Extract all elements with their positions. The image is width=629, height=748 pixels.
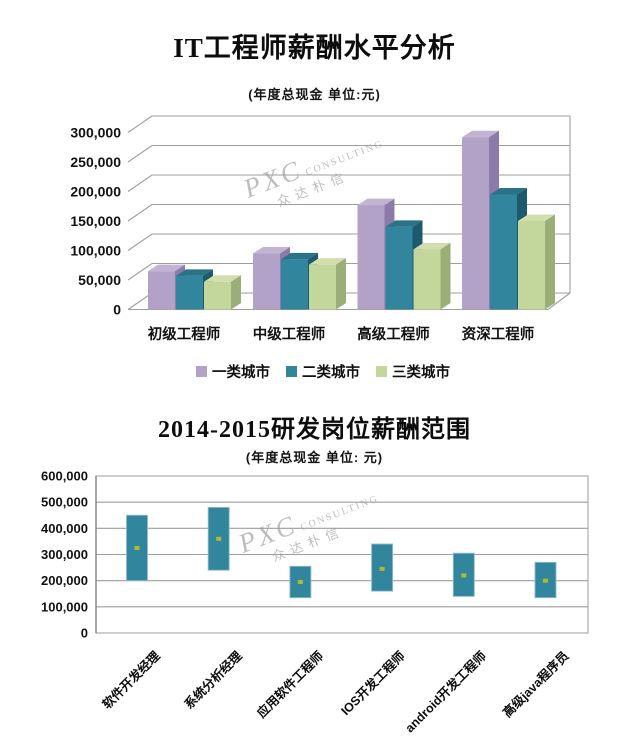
bar-三类城市-初级工程师 [204,281,231,310]
gridline-tick-diagonal [127,263,153,281]
gridline-tick-diagonal [127,174,153,192]
legend-swatch-一类城市 [196,366,207,377]
y-axis-tick-label: 200,000 [70,184,121,200]
gridline-tick-diagonal [127,233,153,251]
bar-side-三类城市-初级工程师 [231,275,241,310]
bar-side-三类城市-高级工程师 [440,242,451,310]
median-marker-IOS开发工程师 [379,566,385,571]
y-axis-tick-label: 50,000 [78,272,121,288]
legend-swatch-二类城市 [286,366,297,377]
bar-三类城市-资深工程师 [518,221,545,310]
y-axis-tick-label: 300,000 [70,125,121,141]
x-axis-category-label: 资深工程师 [462,325,535,343]
bar-二类城市-中级工程师 [281,259,308,310]
bar-二类城市-高级工程师 [385,226,413,310]
bar-top-一类城市-资深工程师 [462,130,499,138]
legend-swatch-三类城市 [376,366,387,377]
y-axis-tick-label: 500,000 [41,495,88,510]
legend-label: 二类城市 [302,363,360,381]
bar-一类城市-初级工程师 [148,271,175,310]
y-axis-tick-label: 250,000 [70,154,121,170]
y-axis-tick-label: 150,000 [70,213,121,229]
y-axis-tick-label: 600,000 [41,469,88,484]
y-axis-tick-label: 0 [113,302,121,318]
x-axis-category-label: 初级工程师 [148,325,221,343]
bar-三类城市-高级工程师 [413,249,441,310]
bar-top-二类城市-初级工程师 [176,269,213,276]
bar-top-三类城市-资深工程师 [518,214,555,221]
median-marker-软件开发经理 [134,545,140,550]
x-axis-category-label: 中级工程师 [253,325,326,343]
legend-label: 一类城市 [212,363,270,381]
y-axis-tick-label: 400,000 [41,521,88,536]
bar-top-二类城市-资深工程师 [490,187,527,195]
bar-side-三类城市-中级工程师 [336,258,346,310]
y-axis-tick-label: 200,000 [41,573,88,588]
gridline-tick-diagonal [127,145,153,163]
bar-top-三类城市-高级工程师 [413,242,451,250]
x-axis-category-label: 高级工程师 [357,325,430,343]
bar-top-一类城市-初级工程师 [148,264,185,272]
bar-三类城市-中级工程师 [309,264,336,310]
gridline-tick-diagonal [127,115,153,133]
bar-二类城市-初级工程师 [176,275,203,310]
y-axis-tick-label: 100,000 [70,243,121,259]
bar-top-二类城市-中级工程师 [281,252,318,260]
median-marker-android开发工程师 [461,573,467,578]
legend-label: 三类城市 [392,363,450,381]
median-marker-高级java程序员 [543,578,548,583]
bar-一类城市-高级工程师 [357,205,385,310]
y-axis-tick-label: 100,000 [41,599,88,614]
bar-top-一类城市-中级工程师 [253,246,290,254]
floor-right-edge [547,292,571,310]
median-marker-应用软件工程师 [297,579,303,584]
bar-top-二类城市-高级工程师 [385,220,423,227]
bar-一类城市-中级工程师 [253,253,280,310]
y-axis-tick-label: 300,000 [41,547,88,562]
y-axis-tick-label: 0 [81,626,88,641]
bar-top-三类城市-中级工程师 [309,258,346,265]
gridline-tick-diagonal [127,204,153,222]
bar-side-三类城市-资深工程师 [545,214,555,310]
bar-二类城市-资深工程师 [490,194,517,310]
bar-top-一类城市-高级工程师 [357,198,395,206]
median-marker-系统分析经理 [216,536,222,541]
bar-top-三类城市-初级工程师 [204,275,241,282]
bar-一类城市-资深工程师 [462,137,489,310]
